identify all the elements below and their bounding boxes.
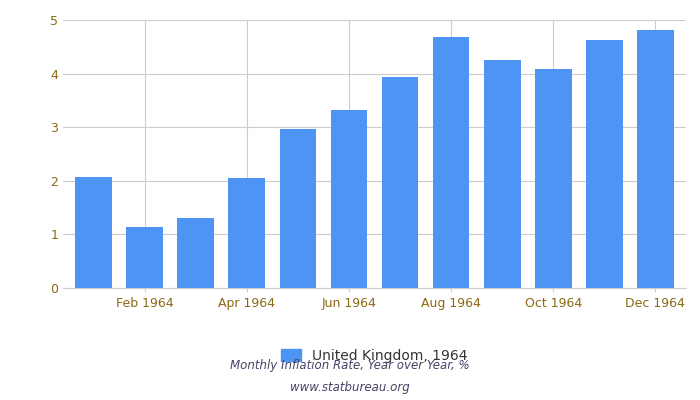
Bar (382, 77, 419, 288)
Bar (586, 40, 623, 288)
Bar (535, 69, 572, 288)
Bar (126, 227, 163, 288)
Bar (76, 177, 112, 288)
Bar (228, 178, 265, 288)
Bar (177, 218, 214, 288)
Bar (433, 37, 470, 288)
Text: www.statbureau.org: www.statbureau.org (290, 382, 410, 394)
Bar (637, 30, 673, 288)
Bar (330, 110, 368, 288)
Bar (279, 129, 316, 288)
Text: Monthly Inflation Rate, Year over Year, %: Monthly Inflation Rate, Year over Year, … (230, 360, 470, 372)
Bar (484, 60, 521, 288)
Legend: United Kingdom, 1964: United Kingdom, 1964 (276, 343, 473, 368)
